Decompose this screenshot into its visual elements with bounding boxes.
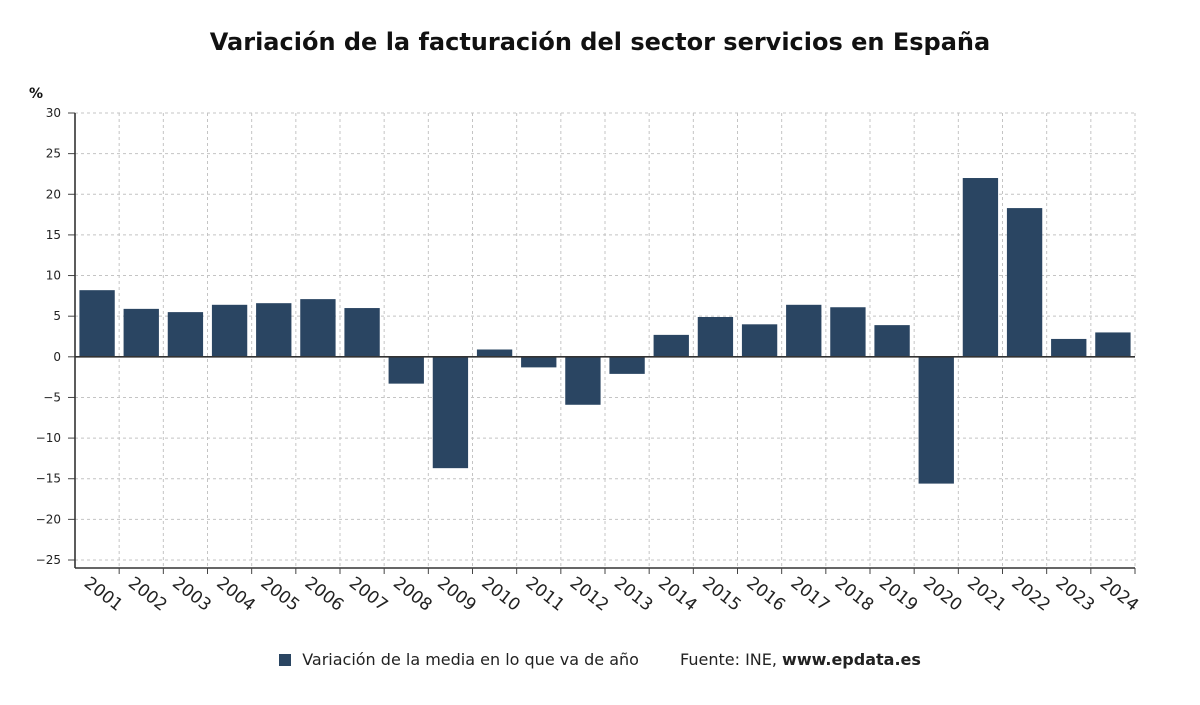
x-tick-label: 2019 [875, 573, 921, 615]
x-tick-label: 2003 [168, 573, 214, 615]
x-tick-label: 2024 [1096, 573, 1142, 615]
x-tick-label: 2016 [743, 573, 789, 615]
x-tick-label: 2022 [1008, 573, 1054, 615]
y-tick-label: 15 [46, 228, 61, 242]
x-tick-labels: 2001200220032004200520062007200820092010… [80, 573, 1142, 615]
bar-2016 [741, 324, 778, 357]
y-tick-label: −5 [43, 390, 61, 404]
bar-2006 [300, 299, 336, 357]
y-tick-label: −15 [36, 472, 61, 486]
bar-2008 [388, 356, 424, 384]
bar-2018 [830, 307, 866, 357]
chart-title: Variación de la facturación del sector s… [209, 28, 991, 56]
bar-2002 [123, 308, 159, 357]
y-tick-label: −20 [36, 512, 61, 526]
y-tick-label: −10 [36, 431, 61, 445]
y-tick-label: 0 [53, 350, 61, 364]
bar-2009 [432, 356, 469, 469]
bar-2001 [79, 290, 115, 357]
grid-lines [75, 112, 1136, 568]
y-tick-label: 10 [46, 269, 61, 283]
x-tick-label: 2015 [698, 573, 744, 615]
source-prefix: Fuente: INE, [680, 650, 777, 669]
bars [79, 178, 1131, 484]
legend-swatch [279, 654, 292, 666]
bar-2024 [1095, 332, 1131, 357]
x-tick-label: 2012 [566, 573, 612, 615]
y-tick-labels: 30 25 20 15 10 5 0 −5 −10 −15 −20 −25 [36, 106, 61, 567]
y-tick-label: 30 [46, 106, 61, 120]
source-site: www.epdata.es [782, 650, 921, 669]
x-tick-label: 2006 [301, 573, 347, 615]
axes [68, 112, 1136, 574]
source-text: Fuente: INE, www.epdata.es [680, 650, 921, 669]
x-tick-label: 2008 [389, 573, 435, 615]
x-tick-label: 2014 [654, 573, 700, 615]
x-tick-label: 2005 [257, 573, 303, 615]
bar-2010 [476, 349, 513, 357]
x-tick-label: 2001 [80, 573, 126, 615]
y-tick-label: 20 [46, 187, 61, 201]
x-tick-label: 2020 [919, 573, 965, 615]
bar-2017 [786, 304, 822, 357]
bar-2015 [697, 316, 734, 357]
x-tick-label: 2002 [124, 573, 170, 615]
x-tick-label: 2011 [522, 573, 568, 615]
y-tick-label: 25 [46, 147, 61, 161]
y-tick-label: −25 [36, 553, 61, 567]
x-tick-label: 2009 [433, 573, 479, 615]
x-tick-label: 2004 [213, 573, 259, 615]
y-tick-label: 5 [53, 309, 61, 323]
x-tick-label: 2010 [478, 573, 524, 615]
bar-2013 [609, 356, 645, 374]
x-tick-label: 2018 [831, 573, 877, 615]
bar-2011 [521, 356, 557, 368]
x-tick-label: 2021 [963, 573, 1009, 615]
bar-2007 [344, 308, 380, 357]
bar-2020 [918, 356, 954, 484]
bar-2014 [653, 334, 689, 357]
bar-2021 [962, 178, 999, 357]
bar-2005 [256, 303, 292, 357]
bar-2023 [1051, 338, 1087, 357]
x-tick-label: 2023 [1052, 573, 1098, 615]
y-axis-unit: % [29, 86, 44, 102]
legend: Variación de la media en lo que va de añ… [0, 650, 1200, 669]
x-tick-label: 2007 [345, 573, 391, 615]
bar-2019 [874, 325, 910, 357]
bar-2022 [1006, 208, 1043, 357]
bar-2004 [211, 304, 248, 357]
legend-label: Variación de la media en lo que va de añ… [302, 650, 639, 669]
x-tick-label: 2017 [787, 573, 833, 615]
bar-2003 [167, 312, 204, 357]
bar-2012 [565, 356, 601, 405]
x-tick-label: 2013 [610, 573, 656, 615]
